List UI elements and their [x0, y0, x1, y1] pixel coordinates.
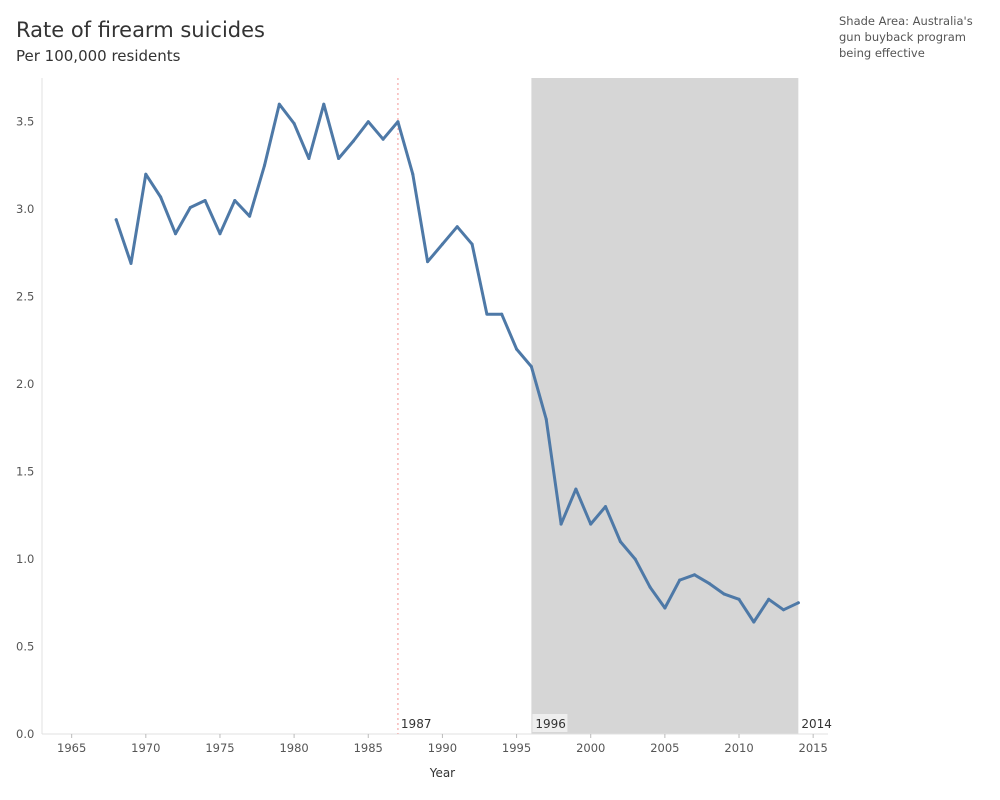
- data-point: [337, 156, 341, 160]
- x-tick-label: 2000: [576, 741, 605, 755]
- y-tick-label: 3.5: [16, 115, 34, 129]
- x-tick-label: 1995: [502, 741, 531, 755]
- band-end-label: 2014: [801, 717, 832, 731]
- x-axis-title: Year: [429, 766, 455, 780]
- x-tick-label: 1975: [205, 741, 234, 755]
- data-point: [574, 487, 578, 491]
- x-tick-label: 1965: [57, 741, 86, 755]
- x-tick-label: 1990: [428, 741, 457, 755]
- data-point: [396, 120, 400, 124]
- data-point: [693, 573, 697, 577]
- data-point: [752, 620, 756, 624]
- data-point: [129, 261, 133, 265]
- band-start-label-bg: [532, 714, 568, 732]
- data-point: [277, 102, 281, 106]
- data-point: [411, 172, 415, 176]
- data-point: [114, 218, 118, 222]
- data-point: [633, 557, 637, 561]
- y-tick-label: 2.5: [16, 290, 34, 304]
- data-point: [455, 225, 459, 229]
- data-point: [366, 120, 370, 124]
- x-tick-label: 1980: [279, 741, 308, 755]
- x-tick-label: 2010: [724, 741, 753, 755]
- data-point: [470, 242, 474, 246]
- data-point: [381, 137, 385, 141]
- data-point: [262, 163, 266, 167]
- y-tick-label: 1.5: [16, 465, 34, 479]
- data-point: [767, 597, 771, 601]
- data-point: [544, 417, 548, 421]
- data-point: [722, 592, 726, 596]
- data-point: [173, 232, 177, 236]
- data-point: [233, 198, 237, 202]
- reference-line-label: 1987: [401, 717, 432, 731]
- data-point: [322, 102, 326, 106]
- data-point: [737, 597, 741, 601]
- data-point: [500, 312, 504, 316]
- data-point: [663, 606, 667, 610]
- data-point: [440, 242, 444, 246]
- data-point: [618, 540, 622, 544]
- x-tick-label: 2005: [650, 741, 679, 755]
- x-tick-label: 1970: [131, 741, 160, 755]
- data-point: [529, 365, 533, 369]
- data-point: [218, 232, 222, 236]
- y-tick-label: 2.0: [16, 377, 34, 391]
- data-point: [782, 608, 786, 612]
- data-point: [559, 522, 563, 526]
- y-tick-label: 1.0: [16, 552, 34, 566]
- data-point: [426, 260, 430, 264]
- x-tick-label: 2015: [799, 741, 828, 755]
- y-tick-label: 0.0: [16, 727, 34, 741]
- data-point: [248, 214, 252, 218]
- data-point: [351, 139, 355, 143]
- y-tick-label: 0.5: [16, 640, 34, 654]
- data-point: [144, 172, 148, 176]
- data-point: [203, 198, 207, 202]
- data-point: [188, 205, 192, 209]
- data-point: [604, 505, 608, 509]
- data-point: [159, 195, 163, 199]
- x-tick-label: 1985: [354, 741, 383, 755]
- chart-subtitle: Per 100,000 residents: [16, 47, 181, 65]
- shade-annotation: Shade Area: Australia's gun buyback prog…: [839, 14, 973, 60]
- data-point: [515, 347, 519, 351]
- data-point: [292, 121, 296, 125]
- data-point: [678, 578, 682, 582]
- data-point: [648, 585, 652, 589]
- data-point: [485, 312, 489, 316]
- chart-title: Rate of firearm suicides: [16, 18, 265, 42]
- data-point: [307, 156, 311, 160]
- data-point: [707, 582, 711, 586]
- band-start-label: 1996: [535, 717, 566, 731]
- data-point: [796, 601, 800, 605]
- shaded-band: [531, 78, 799, 734]
- y-tick-label: 3.0: [16, 202, 34, 216]
- data-point: [589, 522, 593, 526]
